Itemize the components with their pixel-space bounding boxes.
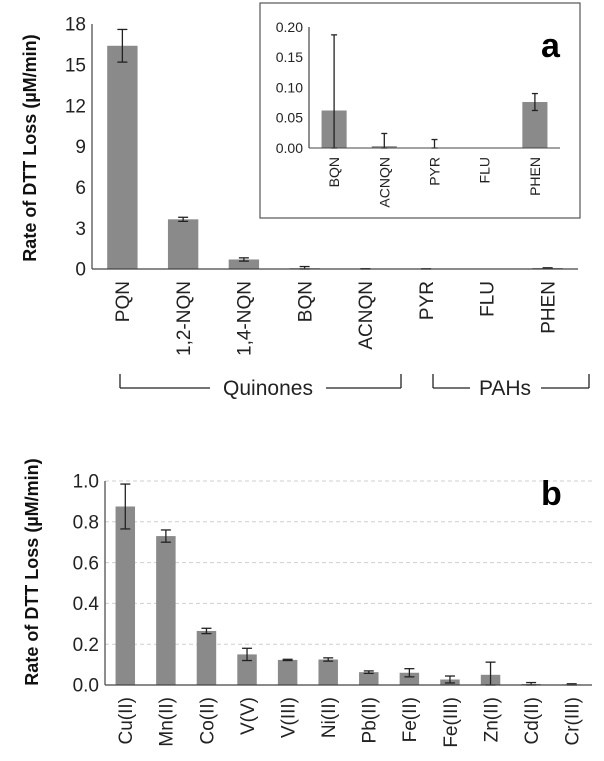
panel-b-ytick-label-0: 0.0 <box>73 676 99 697</box>
panel-b-errorbar-co-ii <box>201 627 212 635</box>
panel-b-ytick-label-5: 1.0 <box>73 472 99 493</box>
inset-xtick-label-pyr: PYR <box>427 157 443 186</box>
panel-a-xtick-label-bqn: BQN <box>295 281 316 322</box>
panel-a-bar-1-4-nqn <box>228 259 260 269</box>
panel-a-ytick-label-2: 6 <box>75 178 86 199</box>
panel-b-bar-co-ii <box>196 630 217 685</box>
panel-b-ytick-label-4: 0.8 <box>73 512 99 533</box>
panel-b-bar-cu-ii <box>115 506 136 685</box>
panel-b-letter: b <box>541 475 562 513</box>
panel-a-errorbar-1-4-nqn <box>238 257 249 262</box>
inset-ytick-label-1: 0.05 <box>276 110 303 126</box>
panel-b-errorbar-v-iii <box>282 658 293 662</box>
panel-a-xtick-label-pqn: PQN <box>113 281 134 322</box>
group-bracket-quinones: Quinones <box>119 374 402 400</box>
panel-a-letter: a <box>541 27 561 65</box>
panel-b-gridlines <box>105 480 592 686</box>
panel-a-ytick-label-5: 15 <box>65 55 86 76</box>
panel-b-bar-v-iii <box>277 659 298 685</box>
inset-chart: 0.00 0.05 0.10 0.15 0.20 BQN ACNQN PYR FLU PHEN <box>259 2 581 219</box>
inset-xtick-label-phen: PHEN <box>527 157 543 196</box>
inset-x-labels: BQN ACNQN PYR FLU PHEN <box>326 157 543 208</box>
panel-b-bars <box>115 483 582 686</box>
group-bracket-pahs: PAHs <box>432 374 590 400</box>
panel-b-xtick-label-cr-iii: Cr(III) <box>563 697 584 746</box>
panel-a-yticks: 0 3 6 9 12 15 18 <box>65 15 93 281</box>
panel-a-bar-pqn <box>107 45 138 270</box>
panel-b-bar-fe-ii <box>399 672 420 685</box>
panel-b-errorbar-pb-ii <box>363 670 374 675</box>
panel-a-xtick-label-flu: FLU <box>478 281 499 317</box>
inset-ytick-label-2: 0.10 <box>276 79 303 95</box>
panel-b-xtick-label-cd-ii: Cd(II) <box>522 697 543 745</box>
panel-b-errorbar-fe-iii <box>444 675 455 684</box>
panel-b-bar-v-v <box>237 654 257 685</box>
inset-bars <box>321 34 548 149</box>
inset-yticks: 0.00 0.05 0.10 0.15 0.20 <box>276 19 310 156</box>
panel-b-errorbar-mn-ii <box>160 529 171 543</box>
panel-b-xtick-label-v-iii: V(III) <box>278 697 299 738</box>
inset-xtick-label-bqn: BQN <box>326 157 342 187</box>
group-label-quinones: Quinones <box>223 377 313 400</box>
panel-b-ytick-label-1: 0.2 <box>73 635 99 656</box>
inset-xtick-label-acnqn: ACNQN <box>376 157 392 208</box>
panel-b-xtick-label-mn-ii: Mn(II) <box>157 697 178 747</box>
panel-b-xtick-label-v-v: V(V) <box>238 697 259 735</box>
panel-b-errorbar-cu-ii <box>120 483 131 530</box>
group-label-pahs: PAHs <box>479 377 531 400</box>
panel-b-bar-pb-ii <box>359 672 379 685</box>
panel-a-ytick-label-0: 0 <box>75 260 86 281</box>
inset-errorbar-phen <box>531 92 538 112</box>
panel-a-x-labels: PQN 1,2-NQN 1,4-NQN BQN ACNQN PYR FLU PHEN <box>113 281 559 356</box>
panel-a-xtick-label-1-4-nqn: 1,4-NQN <box>235 281 256 356</box>
panel-a-ytick-label-3: 9 <box>75 137 86 158</box>
panel-b-x-labels: Cu(II) Mn(II) Co(II) V(V) V(III) Ni(II) Pb(II)… <box>116 697 583 748</box>
panel-b-yticks: 0.0 0.2 0.4 0.6 0.8 1.0 <box>73 472 106 697</box>
panel-b: Rate of DTT Loss (µM/min) 0.00.20.40.60.… <box>22 458 592 748</box>
inset-ytick-label-3: 0.15 <box>276 49 303 65</box>
panel-a: Rate of DTT Loss (µM/min) 0 3 6 9 12 15 18 PQN… <box>20 2 590 400</box>
panel-b-ylabel: Rate of DTT Loss (µM/min) <box>22 458 42 685</box>
panel-a-xtick-label-phen: PHEN <box>538 281 559 334</box>
panel-b-xtick-label-cu-ii: Cu(II) <box>116 697 137 745</box>
panel-b-xtick-label-ni-ii: Ni(II) <box>319 697 340 738</box>
panel-a-bar-1-2-nqn <box>167 219 199 269</box>
panel-b-errorbar-fe-ii <box>404 668 415 678</box>
panel-b-bar-mn-ii <box>156 536 176 685</box>
panel-b-errorbar-v-v <box>242 647 253 662</box>
panel-b-xtick-label-fe-iii: Fe(III) <box>441 697 462 748</box>
panel-b-errorbar-ni-ii <box>323 657 334 662</box>
panel-b-xtick-label-zn-ii: Zn(II) <box>481 697 502 742</box>
panel-b-xtick-label-pb-ii: Pb(II) <box>360 697 381 743</box>
panel-b-xtick-label-co-ii: Co(II) <box>197 697 218 745</box>
panel-a-xtick-label-1-2-nqn: 1,2-NQN <box>174 281 195 356</box>
inset-ytick-label-4: 0.20 <box>276 19 303 35</box>
panel-a-errorbar-pqn <box>117 28 128 63</box>
panel-a-xtick-label-pyr: PYR <box>417 281 438 320</box>
panel-a-xtick-label-acnqn: ACNQN <box>356 281 377 350</box>
panel-b-bar-ni-ii <box>318 659 338 685</box>
panel-b-ytick-label-3: 0.6 <box>73 553 99 574</box>
panel-b-ytick-label-2: 0.4 <box>73 594 100 615</box>
panel-a-ytick-label-6: 18 <box>65 15 86 36</box>
inset-ytick-label-0: 0.00 <box>276 140 303 156</box>
inset-xtick-label-flu: FLU <box>477 157 493 183</box>
panel-a-ytick-label-1: 3 <box>75 219 86 240</box>
panel-a-ytick-label-4: 12 <box>65 96 86 117</box>
panel-b-xtick-label-fe-ii: Fe(II) <box>400 697 421 742</box>
panel-a-ylabel: Rate of DTT Loss (µM/min) <box>20 34 40 261</box>
panel-a-errorbar-1-2-nqn <box>178 216 189 223</box>
